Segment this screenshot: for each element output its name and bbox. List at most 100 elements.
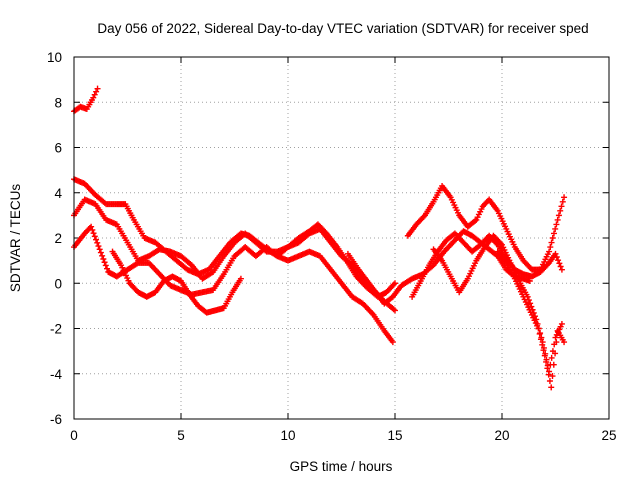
grid-lines [74,57,609,419]
data-point [558,320,565,327]
data-point [390,281,397,288]
data-point [534,322,541,329]
y-tick-label: 2 [54,231,62,246]
data-point [549,373,556,380]
data-point [549,235,556,241]
data-point [544,365,551,372]
data-point [545,371,552,378]
data-point [555,212,562,219]
data-point [557,323,564,330]
data-point [102,262,109,269]
data-point [528,311,535,318]
y-tick-label: -6 [50,412,62,427]
x-tick-label: 5 [177,428,185,443]
data-point [548,384,555,391]
y-tick-label: 8 [54,95,62,110]
data-point [99,252,106,259]
x-tick-label: 15 [387,428,402,443]
data-point [477,208,484,215]
data-point [96,246,103,253]
data-point [541,352,548,359]
y-tick-label: 10 [47,50,62,65]
series-arc-1 [71,85,101,115]
data-point [90,230,97,237]
data-point [392,307,398,314]
y-tick-label: 6 [54,141,62,156]
data-point [546,377,553,384]
data-point [535,325,542,332]
data-point [95,243,102,250]
data-point [552,350,559,357]
data-point [531,317,538,324]
chart-title: Day 056 of 2022, Sidereal Day-to-day VTE… [97,21,588,36]
data-point [558,266,565,273]
y-tick-label: 4 [54,186,62,201]
data-point [97,249,104,256]
plot-frame [73,56,610,420]
data-point [89,226,96,233]
data-point [561,194,568,201]
data-point [557,263,564,270]
data-point [94,239,101,246]
data-point [100,256,107,263]
data-point [101,259,108,266]
x-tick-label: 10 [280,428,295,443]
data-point [532,320,539,327]
data-point [561,339,568,346]
data-point [548,239,555,246]
data-point [550,230,557,237]
series-arc-5 [109,248,244,316]
series-arc-4 [71,223,396,346]
data-point [543,358,550,365]
data-point [392,280,398,287]
data-point [557,207,564,214]
data-point [548,354,555,361]
data-point [544,261,551,268]
data-point [104,265,111,272]
data-point [550,361,557,368]
y-tick-label: 0 [54,276,62,291]
y-axis-label: SDTVAR / TECUs [8,184,23,293]
data-point [88,223,95,230]
data-point [559,198,566,205]
data-point [93,236,100,243]
data-point [530,314,537,321]
data-point [540,347,547,354]
data-point [90,94,97,101]
data-point [91,91,98,98]
data-point [94,85,101,92]
data-point [539,341,546,348]
data-point [497,240,504,247]
data-point [552,334,559,341]
y-tick-label: -2 [50,322,62,337]
x-axis-label: GPS time / hours [290,459,393,474]
data-point [553,254,560,261]
data-point [475,211,482,218]
x-tick-label: 0 [70,428,78,443]
data-point [555,257,562,264]
series-arc-7 [404,182,568,273]
data-point [553,221,560,228]
x-tick-label: 25 [601,428,616,443]
data-point [554,216,561,223]
data-point [91,233,98,240]
data-point [237,275,244,282]
data-point [472,217,479,224]
series-arc-3 [71,196,398,314]
data-point [93,88,100,95]
series-arc-10 [494,248,568,391]
data-point [536,330,543,337]
data-points [71,85,568,391]
data-point [552,250,559,257]
data-point [546,248,553,255]
data-point [473,216,480,223]
x-tick-label: 20 [494,428,509,443]
data-point [537,336,544,343]
data-point [389,339,396,346]
data-point [474,214,481,221]
y-tick-label: -4 [50,367,62,382]
data-point [553,339,560,346]
